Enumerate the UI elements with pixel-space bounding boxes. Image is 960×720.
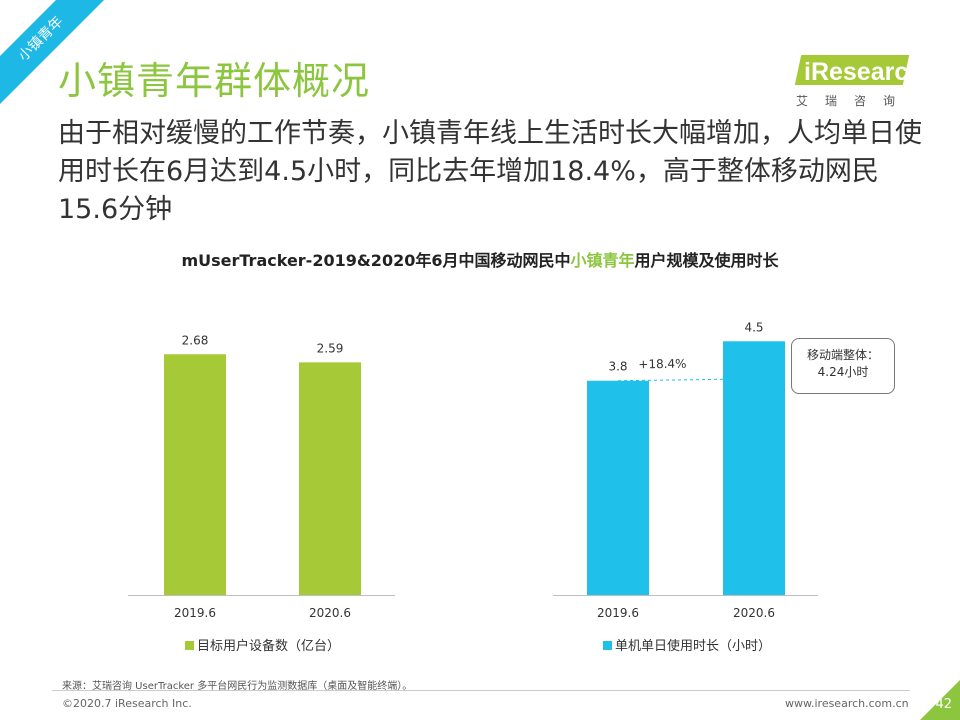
chart-title-highlight: 小镇青年 [570, 251, 635, 270]
chart-title-prefix: mUserTracker-2019&2020年6月中国移动网民中 [181, 251, 571, 270]
chart-title-suffix: 用户规模及使用时长 [634, 251, 779, 270]
legend-left-label: 目标用户设备数（亿台） [197, 639, 341, 654]
bar-1-2019.6 [587, 380, 649, 595]
footer-divider [52, 690, 910, 691]
iresearch-logo: iResearch 艾瑞咨询 [790, 50, 924, 110]
logo-sub-text: 艾瑞咨询 [796, 94, 913, 108]
tick-label-1-0: 2019.6 [597, 606, 639, 620]
legend-right: 单机单日使用时长（小时） [603, 635, 771, 654]
overall-callout: 移动端整体： 4.24小时 [791, 338, 895, 394]
copyright: ©2020.7 iResearch Inc. [62, 697, 192, 710]
legend-left-swatch [185, 641, 194, 650]
website-link[interactable]: www.iresearch.com.cn [785, 697, 909, 710]
bar-0-2020.6 [299, 362, 361, 595]
logo-brand-text: iResearch [804, 58, 924, 86]
bar-0-2019.6 [164, 354, 226, 595]
corner-triangle [920, 680, 960, 720]
bar-1-2020.6 [723, 341, 785, 595]
callout-line-2: 4.24小时 [817, 365, 869, 379]
value-label-1-0: 3.8 [608, 360, 627, 374]
legend-right-label: 单机单日使用时长（小时） [615, 639, 772, 654]
legend-left: 目标用户设备数（亿台） [185, 635, 340, 654]
tick-label-0-0: 2019.6 [174, 606, 216, 620]
value-label-1-1: 4.5 [744, 320, 763, 334]
tick-label-0-1: 2020.6 [309, 606, 351, 620]
source-note: 来源：艾瑞咨询 UserTracker 多平台网民行为监测数据库（桌面及智能终端… [62, 681, 413, 692]
chart-title: mUserTracker-2019&2020年6月中国移动网民中小镇青年用户规模… [0, 247, 960, 271]
page-number: 42 [935, 697, 952, 712]
legend-right-swatch [603, 641, 612, 650]
page-subtitle: 由于相对缓慢的工作节奏，小镇青年线上生活时长大幅增加，人均单日使用时长在6月达到… [58, 118, 922, 225]
growth-line [617, 378, 724, 382]
callout-line-1: 移动端整体： [806, 348, 879, 362]
page-title: 小镇青年群体概况 [58, 59, 371, 103]
growth-label: +18.4% [638, 357, 686, 372]
value-label-0-1: 2.59 [317, 341, 344, 355]
value-label-0-0: 2.68 [182, 333, 209, 347]
tick-label-1-1: 2020.6 [733, 606, 775, 620]
